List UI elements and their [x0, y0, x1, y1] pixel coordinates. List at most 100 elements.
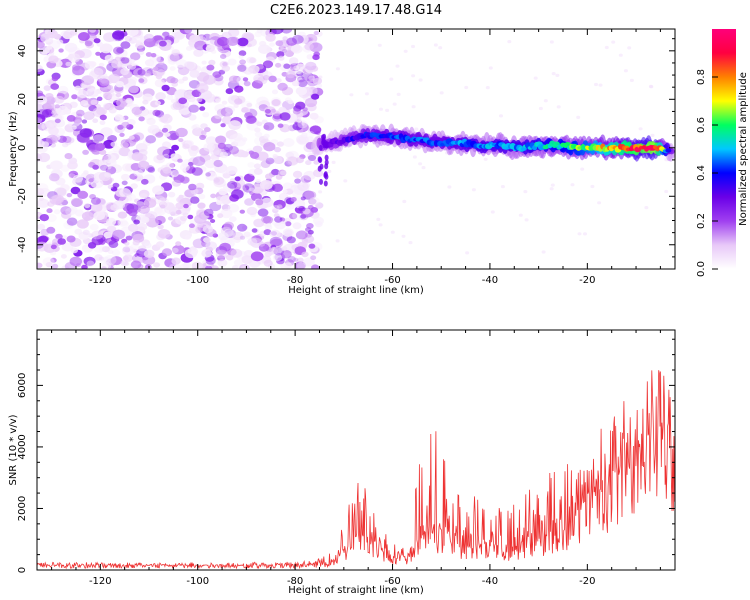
heatmap-cell — [241, 255, 253, 264]
heatmap-cell — [56, 39, 64, 45]
heatmap-cell — [644, 206, 649, 210]
heatmap-cell — [184, 248, 198, 259]
spectrogram-y-tick-label: 0 — [17, 145, 28, 151]
heatmap-cell — [170, 153, 179, 160]
heatmap-cell — [294, 178, 301, 184]
colorbar-label: Normalized spectral amplitude — [738, 72, 749, 226]
heatmap-cell — [378, 223, 383, 227]
heatmap-cell — [349, 93, 354, 97]
heatmap-cell — [162, 166, 172, 174]
heatmap-cell — [194, 214, 207, 224]
heatmap-cell — [189, 196, 200, 204]
heatmap-cell — [556, 105, 561, 109]
heatmap-cell — [278, 106, 287, 113]
heatmap-cell — [146, 117, 156, 125]
heatmap-cell — [650, 133, 655, 137]
heatmap-cell — [256, 121, 263, 127]
heatmap-cell — [254, 131, 263, 138]
heatmap-cell — [264, 109, 271, 114]
heatmap-cell — [72, 65, 85, 76]
heatmap-cell — [71, 94, 78, 100]
heatmap-cell — [319, 178, 323, 185]
heatmap-cell — [331, 160, 336, 164]
heatmap-cell — [122, 255, 129, 261]
heatmap-cell — [175, 209, 182, 215]
heatmap-cell — [48, 173, 60, 182]
heatmap-cell — [50, 257, 57, 263]
heatmap-cell — [38, 197, 44, 201]
heatmap-cell — [213, 159, 223, 168]
heatmap-cell — [89, 223, 99, 231]
heatmap-cell — [138, 245, 147, 252]
heatmap-cell — [70, 247, 78, 254]
heatmap-cell — [51, 194, 64, 204]
heatmap-cell — [81, 75, 95, 86]
heatmap-cell — [189, 70, 200, 78]
heatmap-cell — [84, 138, 92, 144]
colorbar-tick-label: 0.6 — [696, 117, 707, 133]
heatmap-cell — [155, 207, 163, 214]
heatmap-cell — [69, 30, 78, 36]
figure-title: C2E6.2023.149.17.48.G14 — [270, 3, 442, 18]
heatmap-cell — [83, 170, 89, 175]
heatmap-cell — [176, 88, 187, 97]
heatmap-cell — [117, 211, 128, 219]
colorbar-tick-label: 0.2 — [696, 213, 707, 229]
heatmap-cell — [95, 51, 101, 56]
heatmap-cell — [184, 234, 191, 240]
heatmap-cell — [45, 93, 54, 100]
heatmap-cell — [133, 219, 140, 225]
heatmap-cell — [62, 136, 72, 143]
snr-x-tick-label: -100 — [186, 576, 209, 587]
heatmap-cell — [471, 188, 476, 192]
heatmap-cell — [298, 137, 305, 143]
heatmap-cell — [238, 50, 247, 57]
heatmap-cell — [127, 76, 138, 84]
heatmap-cell — [99, 43, 113, 54]
heatmap-cell — [465, 251, 470, 255]
heatmap-cell — [194, 36, 207, 46]
heatmap-cell — [518, 213, 523, 217]
heatmap-cell — [500, 185, 505, 189]
heatmap-cell — [285, 151, 295, 159]
heatmap-cell — [411, 105, 416, 109]
heatmap-cell — [119, 57, 133, 67]
heatmap-cell — [311, 264, 320, 269]
heatmap-cell — [270, 246, 278, 253]
heatmap-cell — [282, 182, 293, 190]
heatmap-cell — [50, 83, 59, 90]
heatmap-cell — [271, 29, 284, 35]
heatmap-cell — [555, 73, 560, 77]
heatmap-cell — [77, 190, 89, 199]
heatmap-cell — [440, 142, 446, 147]
heatmap-cell — [259, 180, 273, 190]
heatmap-cell — [142, 255, 156, 266]
heatmap-cell — [261, 215, 272, 224]
heatmap-cell — [376, 217, 381, 221]
heatmap-cell — [292, 222, 302, 230]
heatmap-cell — [203, 208, 214, 217]
heatmap-cell — [312, 78, 322, 85]
heatmap-cell — [37, 103, 44, 113]
heatmap-cell — [71, 197, 83, 207]
heatmap-cell — [175, 216, 187, 225]
heatmap-cell — [192, 156, 206, 167]
heatmap-cell — [112, 30, 125, 40]
heatmap-cell — [60, 254, 67, 259]
heatmap-cell — [159, 201, 168, 208]
heatmap-cell — [159, 40, 167, 47]
heatmap-cell — [301, 240, 308, 247]
colorbar-gradient — [712, 29, 736, 269]
heatmap-cell — [219, 151, 229, 158]
heatmap-cell — [270, 247, 279, 254]
heatmap-cell — [160, 114, 173, 124]
heatmap-cell — [253, 218, 265, 228]
heatmap-cell — [292, 211, 304, 221]
heatmap-cell — [103, 104, 110, 110]
heatmap-cell — [210, 193, 217, 199]
heatmap-cell — [226, 36, 239, 47]
heatmap-cell — [317, 156, 322, 163]
heatmap-cell — [130, 52, 141, 61]
heatmap-cell — [90, 197, 101, 205]
spectrogram-x-tick-label: -120 — [89, 275, 112, 286]
